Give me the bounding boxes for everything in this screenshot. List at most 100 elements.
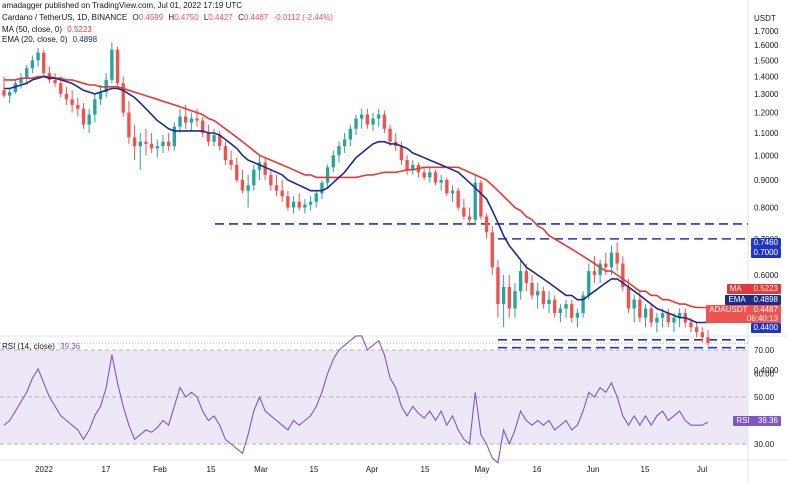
candle: [541, 287, 546, 309]
candle: [206, 124, 211, 147]
candle-body: [541, 291, 546, 305]
rsi-line: [3, 335, 709, 464]
candle-body: [42, 52, 46, 74]
candle: [592, 256, 597, 283]
candle: [598, 259, 602, 283]
candle: [138, 132, 142, 170]
candle-body: [530, 282, 534, 296]
candle-body: [280, 190, 284, 197]
candle: [450, 185, 455, 202]
candle: [530, 275, 534, 300]
price-tick-label: 0.8000: [754, 204, 779, 213]
rsi-tick-label: 70.00: [754, 346, 775, 355]
candle-body: [269, 174, 273, 186]
candle-body: [677, 313, 682, 318]
candle: [342, 132, 347, 153]
candle-body: [564, 304, 568, 309]
candle-body: [621, 263, 625, 288]
candle: [462, 198, 466, 220]
candle-body: [314, 193, 318, 202]
candle: [564, 299, 568, 318]
candle: [456, 187, 460, 211]
candle-body: [484, 216, 489, 233]
candle: [25, 65, 29, 86]
candle: [643, 304, 648, 328]
candle-body: [172, 126, 177, 147]
candle: [325, 164, 330, 188]
candle-body: [660, 313, 665, 318]
candle-body: [30, 60, 35, 69]
candle: [64, 86, 69, 105]
candle-body: [479, 182, 483, 217]
candle-body: [138, 141, 142, 147]
candle: [348, 124, 353, 147]
candle: [632, 295, 636, 323]
level-tag-0746: 0.7460: [750, 238, 781, 248]
candle: [110, 42, 114, 84]
candle-body: [348, 128, 353, 140]
candle: [30, 55, 35, 74]
candle: [42, 49, 46, 77]
candle-body: [706, 337, 710, 344]
candle-body: [121, 83, 125, 113]
candle-body: [581, 295, 585, 314]
ema-price-tag: EMA 0.4898: [725, 295, 781, 305]
candle-body: [127, 112, 131, 138]
candle-body: [473, 182, 477, 220]
candle: [104, 73, 108, 98]
candle: [609, 245, 614, 275]
candle-body: [643, 308, 648, 318]
candle-body: [183, 116, 188, 123]
candle-body: [615, 252, 619, 264]
candle-body: [382, 114, 387, 129]
candle: [269, 169, 273, 191]
candle-body: [433, 172, 438, 183]
time-tick-label: 15: [641, 465, 650, 474]
candle-body: [59, 83, 63, 94]
candle: [291, 196, 296, 214]
candle: [581, 291, 585, 318]
candle-body: [325, 167, 330, 183]
candle-body: [189, 118, 194, 123]
candle: [70, 90, 74, 113]
candle: [218, 130, 222, 151]
candle-body: [286, 196, 290, 208]
candle: [297, 193, 301, 211]
candle: [394, 132, 398, 151]
candle-body: [450, 190, 455, 194]
candle-body: [570, 304, 574, 318]
candle-body: [144, 141, 148, 144]
price-tick-label: 0.4000: [754, 366, 779, 375]
candle-body: [218, 135, 222, 147]
rsi-tick-label: 50.00: [754, 393, 775, 402]
candles: [2, 42, 710, 347]
candle: [416, 162, 421, 178]
candle: [621, 256, 625, 292]
rsi-tick-label: 60.00: [754, 370, 775, 379]
candle: [115, 46, 120, 87]
candle: [439, 174, 443, 191]
price-tag-value: 0.4487: [753, 305, 778, 314]
rsi-legend: RSI (14, close) 39.36: [2, 342, 83, 352]
candle: [479, 180, 483, 220]
rsi-tick-label: 30.00: [754, 440, 775, 449]
candle: [240, 169, 245, 194]
price-tick-label: 0.9000: [754, 176, 779, 185]
candle-body: [428, 172, 432, 178]
candle-body: [604, 263, 608, 268]
candle-body: [25, 68, 29, 79]
candle: [626, 278, 631, 314]
candle: [178, 108, 182, 133]
candle-body: [7, 92, 12, 96]
ohlc-l-label: L: [203, 13, 209, 22]
candle: [47, 66, 52, 84]
ma-legend-value: 0.5223: [67, 25, 92, 34]
ema20-line: [4, 75, 708, 324]
ohlc-o: O0.4599: [132, 13, 163, 22]
candle: [121, 76, 125, 117]
candle-body: [149, 143, 154, 149]
candle: [81, 103, 86, 129]
candle: [274, 174, 279, 197]
candle-body: [496, 267, 500, 305]
ma-price-tag: MA 0.5223: [726, 284, 781, 294]
